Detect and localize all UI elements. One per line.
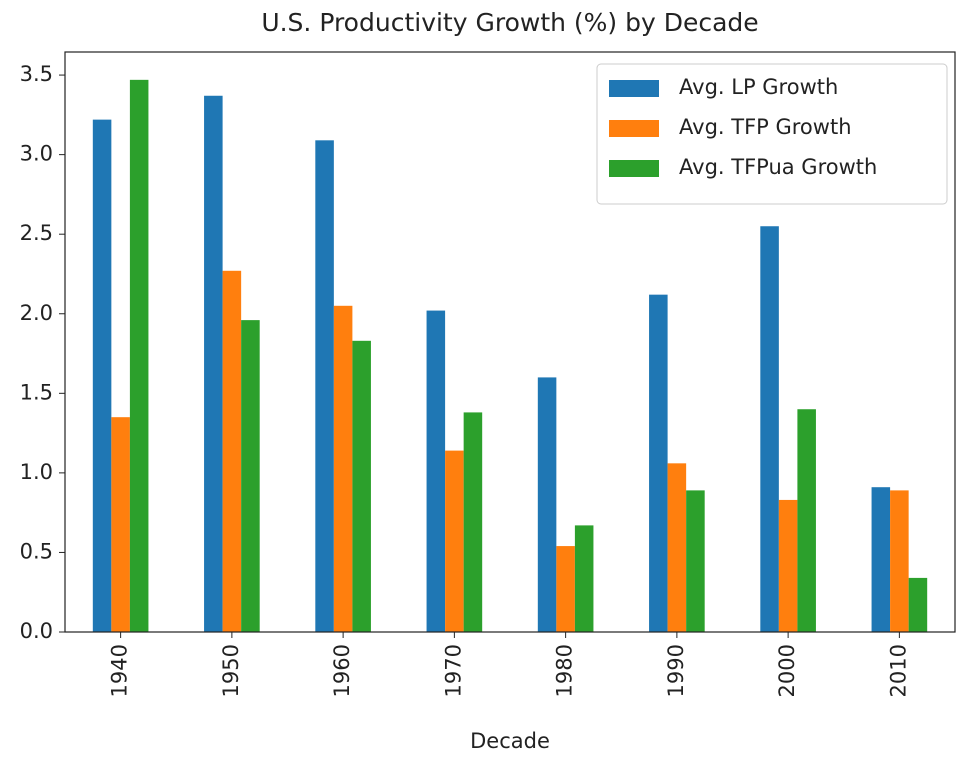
bar [241,320,260,632]
legend-label: Avg. TFP Growth [679,115,852,139]
y-tick-label: 3.5 [20,62,53,86]
x-tick-label: 2000 [775,644,799,697]
legend-frame [596,63,948,205]
bar [797,409,816,632]
y-tick-label: 3.0 [20,142,53,166]
bar [222,270,242,632]
bar [204,95,223,633]
legend-label: Avg. LP Growth [679,75,838,99]
bar [871,487,891,632]
bar [778,499,798,632]
y-tick-label: 0.5 [20,539,53,563]
y-tick-label: 0.0 [20,619,53,643]
bar [760,226,779,632]
bar [574,525,594,632]
x-tick-label: 1950 [219,644,243,697]
x-tick-label: 1980 [553,644,577,697]
bar [686,490,705,632]
bar [908,577,928,632]
bar [890,490,909,632]
x-tick-label: 1940 [108,644,132,697]
plot-frame [64,51,956,633]
bar [333,305,353,632]
y-tick-label: 1.0 [20,460,53,484]
bar [537,377,557,632]
bar [352,340,371,632]
chart-title: U.S. Productivity Growth (%) by Decade [261,8,758,37]
x-tick-label: 1960 [330,644,354,697]
x-tick-label: 1970 [441,644,465,697]
bar [667,463,687,632]
bar [111,417,130,632]
bar [129,79,149,632]
x-tick-label: 2010 [886,644,910,697]
y-tick-label: 2.0 [20,301,53,325]
bar [315,140,334,633]
legend-swatch [609,120,659,137]
legend-label: Avg. TFPua Growth [679,155,877,179]
x-axis-label: Decade [470,729,550,753]
bar [463,412,483,632]
bar [445,450,464,632]
bar [556,546,575,632]
y-tick-label: 2.5 [20,221,53,245]
legend-swatch [609,160,659,177]
legend-swatch [609,80,659,97]
x-tick-label: 1990 [664,644,688,697]
bar [426,310,446,632]
bar [649,294,668,632]
legend: Avg. LP Growth Avg. TFP Growth Avg. TFPua … [596,63,948,205]
y-tick-label: 1.5 [20,380,53,404]
bar [92,119,112,632]
